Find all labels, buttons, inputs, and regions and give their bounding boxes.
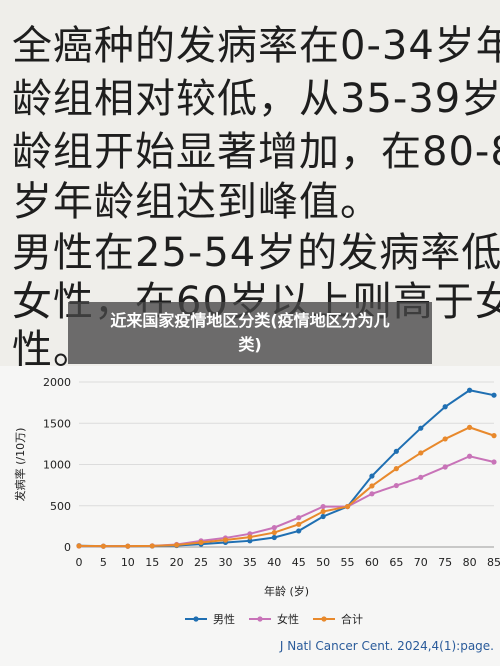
data-point [198, 539, 204, 546]
x-tick-label: 85 [487, 556, 500, 569]
data-point [393, 448, 399, 454]
legend-label: 女性 [277, 612, 299, 626]
x-tick-label: 15 [145, 556, 159, 569]
y-axis-title: 发病率 (/10万) [13, 428, 27, 502]
data-point [174, 542, 180, 548]
data-point [247, 538, 253, 544]
x-tick-label: 75 [438, 556, 452, 569]
data-point [247, 534, 253, 540]
y-tick-label: 1000 [43, 459, 71, 472]
data-point [466, 387, 473, 393]
legend-marker [257, 616, 263, 622]
data-point [466, 453, 473, 459]
data-point [369, 491, 375, 497]
y-tick-label: 0 [64, 541, 71, 554]
legend-label: 男性 [213, 612, 235, 626]
data-point [418, 474, 424, 480]
x-tick-label: 35 [243, 556, 257, 569]
data-point [466, 424, 473, 430]
x-tick-label: 0 [76, 556, 83, 569]
data-point [271, 529, 277, 536]
data-point [491, 459, 497, 465]
data-point [296, 521, 302, 527]
x-tick-label: 70 [414, 556, 428, 569]
x-tick-label: 60 [365, 556, 379, 569]
note-line: 岁年龄组达到峰值。 [12, 179, 381, 225]
legend-marker [193, 616, 199, 622]
x-tick-label: 30 [218, 556, 232, 569]
overlay-title: 近来国家疫情地区分类(疫情地区分为几类) [110, 311, 390, 354]
legend-marker [321, 616, 327, 622]
x-tick-label: 55 [341, 556, 355, 569]
data-point [320, 513, 326, 520]
data-point [320, 503, 326, 510]
x-tick-label: 5 [100, 556, 107, 569]
data-point [369, 473, 375, 479]
data-point [442, 436, 448, 442]
data-point [125, 543, 131, 549]
x-axis-title: 年龄 (岁) [264, 584, 309, 598]
data-point [222, 537, 229, 543]
data-point [442, 404, 448, 410]
data-point [271, 525, 277, 531]
x-tick-label: 10 [121, 556, 135, 569]
x-tick-label: 50 [316, 556, 330, 569]
data-point [369, 483, 375, 489]
data-point [418, 425, 424, 431]
note-line: 龄组开始显著增加，在80-84 [12, 129, 500, 175]
note-line: 全癌种的发病率在0-34岁年 [12, 23, 500, 69]
data-point [296, 515, 302, 521]
data-point [100, 543, 107, 549]
handwritten-note: 全癌种的发病率在0-34岁年 龄组相对较低，从35-39岁年 龄组开始显著增加，… [12, 23, 500, 373]
data-point [320, 508, 326, 515]
data-point [491, 433, 497, 439]
data-point [442, 464, 448, 470]
chart-area: 0 500 1000 1500 2000 0 5 10 15 20 25 30 35 40 45 50 55 60… [0, 366, 500, 666]
y-tick-label: 1500 [43, 417, 71, 430]
data-point [76, 543, 82, 549]
data-point [393, 466, 399, 472]
data-point [491, 392, 497, 398]
series-line [78, 426, 495, 548]
series-line [78, 455, 495, 548]
x-tick-label: 25 [194, 556, 208, 569]
data-point [296, 528, 302, 534]
note-line: 男性在25-54岁的发病率低于 [12, 230, 500, 276]
note-line: 龄组相对较低，从35-39岁年 [12, 76, 500, 122]
title-overlay: 近来国家疫情地区分类(疫情地区分为几类) [68, 302, 432, 364]
source-citation: J Natl Cancer Cent. 2024,4(1):page. [279, 639, 494, 653]
x-tick-label: 80 [463, 556, 477, 569]
legend-label: 合计 [341, 612, 363, 626]
x-tick-label: 40 [267, 556, 281, 569]
x-tick-label: 45 [292, 556, 306, 569]
data-point [393, 482, 399, 489]
y-tick-label: 500 [50, 500, 71, 513]
data-point [418, 450, 424, 456]
x-tick-label: 65 [389, 556, 403, 569]
data-point [344, 503, 351, 510]
incidence-chart: 0 500 1000 1500 2000 0 5 10 15 20 25 30 35 40 45 50 55 60… [13, 376, 500, 653]
x-tick-label: 20 [170, 556, 184, 569]
data-point [271, 534, 277, 541]
data-point [149, 543, 155, 549]
y-tick-label: 2000 [43, 376, 71, 389]
